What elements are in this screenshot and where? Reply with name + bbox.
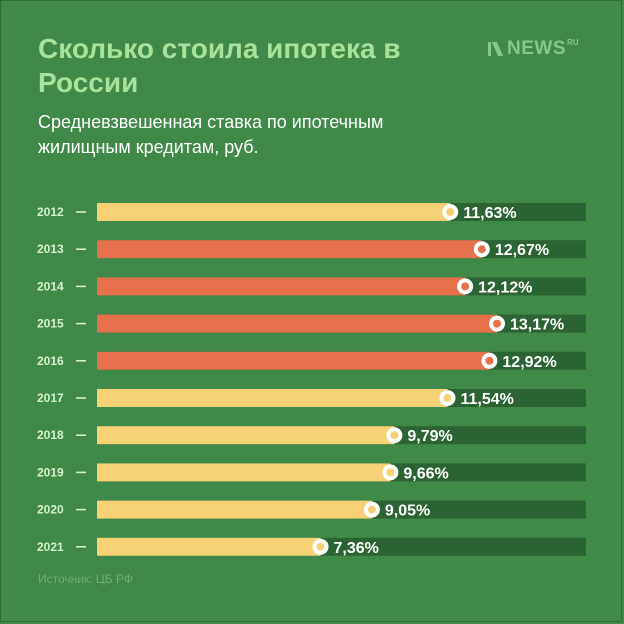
- bar-end-dot: [390, 431, 399, 440]
- value-label: 7,36%: [334, 540, 379, 557]
- value-label: 13,17%: [510, 317, 564, 334]
- bar-end-dot: [386, 468, 395, 477]
- year-label: 2021: [37, 540, 64, 554]
- bar: [97, 203, 451, 221]
- value-label: 12,67%: [495, 242, 549, 259]
- bar: [97, 351, 490, 370]
- year-label: 2014: [37, 279, 64, 293]
- bar-end-dot: [485, 356, 494, 365]
- bar-row-2021: 2021 7,36%: [37, 537, 586, 557]
- bar: [97, 240, 482, 259]
- bar-end-dot: [461, 282, 470, 291]
- year-label: 2016: [37, 354, 64, 368]
- year-label: 2018: [37, 428, 64, 442]
- logo-text: NEWS: [507, 38, 566, 59]
- value-label: 12,12%: [478, 279, 532, 296]
- value-label: 11,54%: [461, 391, 514, 408]
- bar-end-dot: [367, 505, 376, 514]
- bar: [97, 537, 321, 556]
- value-label: 9,05%: [385, 503, 430, 520]
- bar-row-2014: 2014 12,12%: [37, 277, 586, 296]
- value-label: 9,66%: [403, 465, 448, 482]
- news-logo-icon: [488, 42, 503, 56]
- bar-row-2016: 2016 12,92%: [37, 351, 586, 371]
- bar: [97, 463, 391, 482]
- bar: [97, 426, 395, 445]
- year-label: 2020: [37, 503, 64, 517]
- value-label: 9,79%: [407, 428, 452, 445]
- bar-row-2013: 2013 12,67%: [37, 240, 586, 259]
- bar: [97, 500, 372, 519]
- bar-row-2018: 2018 9,79%: [37, 426, 586, 445]
- bar-row-2015: 2015 13,17%: [37, 314, 586, 334]
- bar-row-2017: 2017 11,54%: [37, 389, 586, 408]
- bar-end-dot: [493, 319, 502, 328]
- year-label: 2015: [37, 317, 64, 331]
- bar-row-2012: 2012 11,63%: [37, 203, 586, 222]
- year-label: 2012: [37, 205, 64, 219]
- bar-end-dot: [443, 394, 452, 402]
- bar-end-dot: [477, 245, 486, 254]
- year-label: 2019: [37, 465, 64, 479]
- logo-superscript: RU: [567, 38, 579, 47]
- bar: [97, 389, 448, 407]
- bar-end-dot: [446, 208, 455, 216]
- news-logo: NEWS RU: [488, 38, 579, 60]
- year-label: 2017: [37, 391, 64, 405]
- bar-row-2020: 2020 9,05%: [37, 500, 586, 520]
- bar: [97, 277, 466, 296]
- year-label: 2013: [37, 242, 64, 256]
- bar-end-dot: [316, 542, 325, 551]
- source-note: Источник: ЦБ РФ: [38, 572, 133, 586]
- page-title: Сколько стоила ипотека в России: [38, 33, 401, 98]
- value-label: 12,92%: [502, 354, 556, 371]
- bar-row-2019: 2019 9,66%: [37, 463, 586, 482]
- value-label: 11,63%: [463, 205, 516, 222]
- chart-subtitle: Средневзвешенная ставка по ипотечным жил…: [38, 112, 384, 157]
- bar: [97, 314, 498, 333]
